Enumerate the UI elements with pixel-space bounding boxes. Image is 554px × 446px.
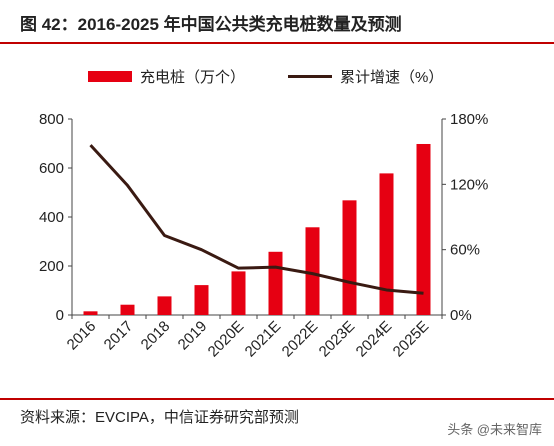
y-right-tick-label: 0% — [450, 307, 472, 324]
x-tick-label: 2020E — [205, 318, 248, 361]
legend: 充电桩（万个） 累计增速（%） — [88, 69, 443, 86]
growth-line — [89, 144, 424, 295]
watermark: 头条 @未来智库 — [447, 422, 542, 437]
bar — [416, 143, 431, 315]
x-tick-label: 2022E — [279, 318, 322, 361]
x-tick-label: 2024E — [353, 318, 396, 361]
bar — [120, 304, 135, 315]
y-right-tick-label: 120% — [450, 176, 488, 193]
y-right-tick-label: 180% — [450, 111, 488, 128]
x-tick-label: 2016 — [64, 318, 100, 354]
y-right-tick-label: 60% — [450, 242, 480, 259]
bar — [83, 311, 98, 315]
y-left-tick-label: 400 — [39, 209, 64, 226]
bar — [194, 285, 209, 315]
x-tick-label: 2023E — [316, 318, 359, 361]
legend-line-label: 累计增速（%） — [340, 69, 443, 86]
x-tick-label: 2025E — [390, 318, 433, 361]
y-left-tick-label: 800 — [39, 111, 64, 128]
legend-bar-swatch — [88, 71, 132, 82]
y-left-tick-label: 200 — [39, 258, 64, 275]
chart: 充电桩（万个） 累计增速（%） 0 200 400 600 800 0% 60% 120% 180%… — [39, 69, 488, 361]
y-left-tick-label: 600 — [39, 160, 64, 177]
x-tick-label: 2017 — [101, 318, 137, 354]
bar — [342, 200, 357, 315]
bar — [305, 227, 320, 315]
y-left-tick-label: 0 — [56, 307, 64, 324]
x-tick-label: 2018 — [138, 318, 174, 354]
bar — [268, 251, 283, 315]
source-bar: 资料来源：EVCIPA，中信证券研究部预测 头条 @未来智库 — [0, 398, 554, 446]
bar — [379, 173, 394, 315]
chart-title: 图 42：2016-2025 年中国公共类充电桩数量及预测 — [20, 15, 402, 34]
legend-bar-label: 充电桩（万个） — [140, 69, 245, 86]
chart-source: 资料来源：EVCIPA，中信证券研究部预测 — [20, 409, 299, 426]
bar — [231, 271, 246, 315]
title-bar: 图 42：2016-2025 年中国公共类充电桩数量及预测 — [0, 0, 554, 44]
x-tick-label: 2021E — [242, 318, 285, 361]
bar — [157, 296, 172, 315]
